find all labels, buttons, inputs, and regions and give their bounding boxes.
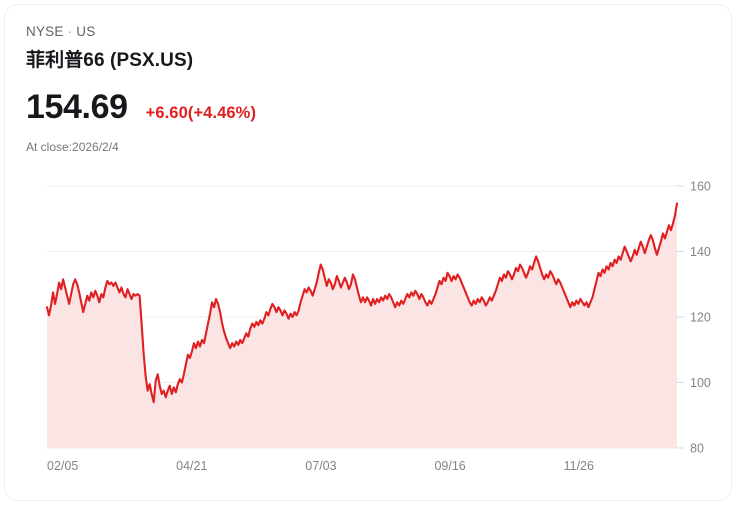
y-tick-label: 100: [690, 376, 711, 390]
last-price: 154.69: [26, 88, 128, 126]
price-change: +6.60(+4.46%): [145, 104, 257, 122]
y-tick-label: 120: [690, 311, 711, 325]
exchange-line: NYSE · US: [26, 23, 715, 41]
quote-header: NYSE · US 菲利普66 (PSX.US) 154.69 +6.60(+4.4…: [26, 23, 715, 155]
price-row: 154.69 +6.60(+4.46%): [26, 88, 715, 126]
x-tick-label: 07/03: [305, 459, 336, 473]
price-area-fill: [47, 203, 677, 448]
price-chart-svg[interactable]: 160 140 120 100 80 02/05 04/21 07/03 09/16 11/26: [5, 171, 732, 481]
exchange-separator: ·: [67, 24, 73, 39]
chart-x-axis: 02/05 04/21 07/03 09/16 11/26: [47, 459, 594, 473]
page-title: 菲利普66 (PSX.US): [26, 50, 194, 71]
region-label: US: [76, 24, 96, 39]
chart-y-axis: 160 140 120 100 80: [677, 180, 711, 456]
y-tick-label: 160: [690, 180, 711, 194]
x-tick-label: 09/16: [434, 459, 465, 473]
y-tick-label: 80: [690, 442, 704, 456]
y-tick-label: 140: [690, 245, 711, 259]
market-status-note: At close:2026/2/4: [26, 140, 119, 154]
price-chart[interactable]: 160 140 120 100 80 02/05 04/21 07/03 09/16 11/26: [5, 171, 732, 481]
exchange-name: NYSE: [26, 24, 64, 39]
x-tick-label: 04/21: [176, 459, 207, 473]
x-tick-label: 02/05: [47, 459, 78, 473]
price-line: [45, 202, 679, 404]
stock-quote-card: NYSE · US 菲利普66 (PSX.US) 154.69 +6.60(+4.4…: [4, 4, 732, 501]
x-tick-label: 11/26: [564, 459, 594, 473]
